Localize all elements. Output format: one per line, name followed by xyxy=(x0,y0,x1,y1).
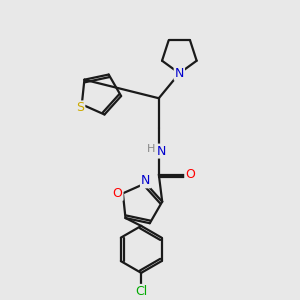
Text: S: S xyxy=(76,101,84,114)
Text: N: N xyxy=(141,174,150,188)
Text: O: O xyxy=(113,187,122,200)
Text: H: H xyxy=(146,144,155,154)
Text: O: O xyxy=(185,168,195,181)
Text: Cl: Cl xyxy=(135,285,147,298)
Text: N: N xyxy=(175,67,184,80)
Text: N: N xyxy=(157,145,167,158)
